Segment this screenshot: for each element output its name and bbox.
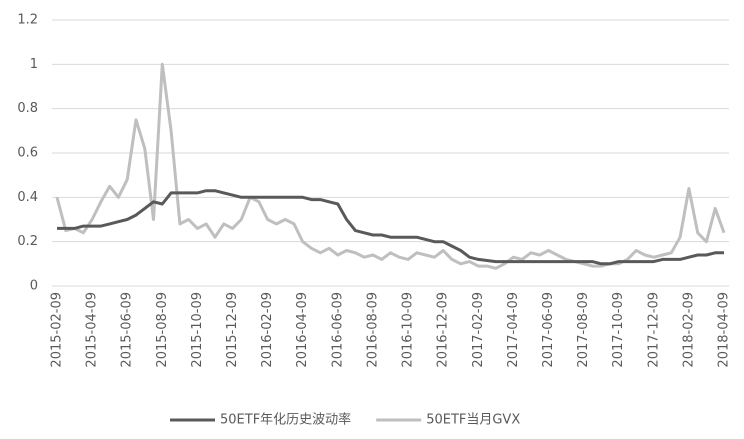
- legend-label: 50ETF年化历史波动率: [220, 412, 351, 428]
- x-tick-label: 2016-02-09: [260, 292, 275, 368]
- x-tick-label: 2017-10-09: [611, 292, 626, 368]
- y-tick-label: 1: [30, 57, 38, 72]
- y-tick-label: 0.8: [17, 101, 38, 116]
- x-tick-label: 2018-02-09: [681, 292, 696, 368]
- x-tick-label: 2015-12-09: [225, 292, 240, 368]
- x-tick-label: 2016-06-09: [330, 292, 345, 368]
- x-tick-label: 2015-06-09: [120, 292, 135, 368]
- x-tick-label: 2017-12-09: [646, 292, 661, 368]
- y-tick-label: 0.2: [17, 234, 38, 249]
- x-tick-label: 2018-04-09: [717, 292, 732, 368]
- x-tick-label: 2017-06-09: [541, 292, 556, 368]
- x-tick-label: 2016-08-09: [365, 292, 380, 368]
- x-tick-label: 2016-12-09: [436, 292, 451, 368]
- legend-label: 50ETF当月GVX: [426, 413, 520, 428]
- y-tick-label: 0.4: [17, 190, 38, 205]
- x-tick-label: 2015-02-09: [50, 292, 65, 368]
- x-tick-label: 2017-04-09: [506, 292, 521, 368]
- y-tick-label: 1.2: [17, 13, 38, 28]
- x-tick-label: 2017-02-09: [471, 292, 486, 368]
- x-tick-label: 2015-08-09: [155, 292, 170, 368]
- x-tick-label: 2017-08-09: [576, 292, 591, 368]
- x-tick-label: 2016-04-09: [295, 292, 310, 368]
- x-tick-label: 2015-04-09: [85, 292, 100, 368]
- x-tick-label: 2016-10-09: [401, 292, 416, 368]
- y-tick-label: 0.6: [17, 146, 38, 161]
- series-line: [57, 189, 724, 266]
- x-tick-label: 2015-10-09: [190, 292, 205, 368]
- y-tick-label: 0: [30, 279, 38, 294]
